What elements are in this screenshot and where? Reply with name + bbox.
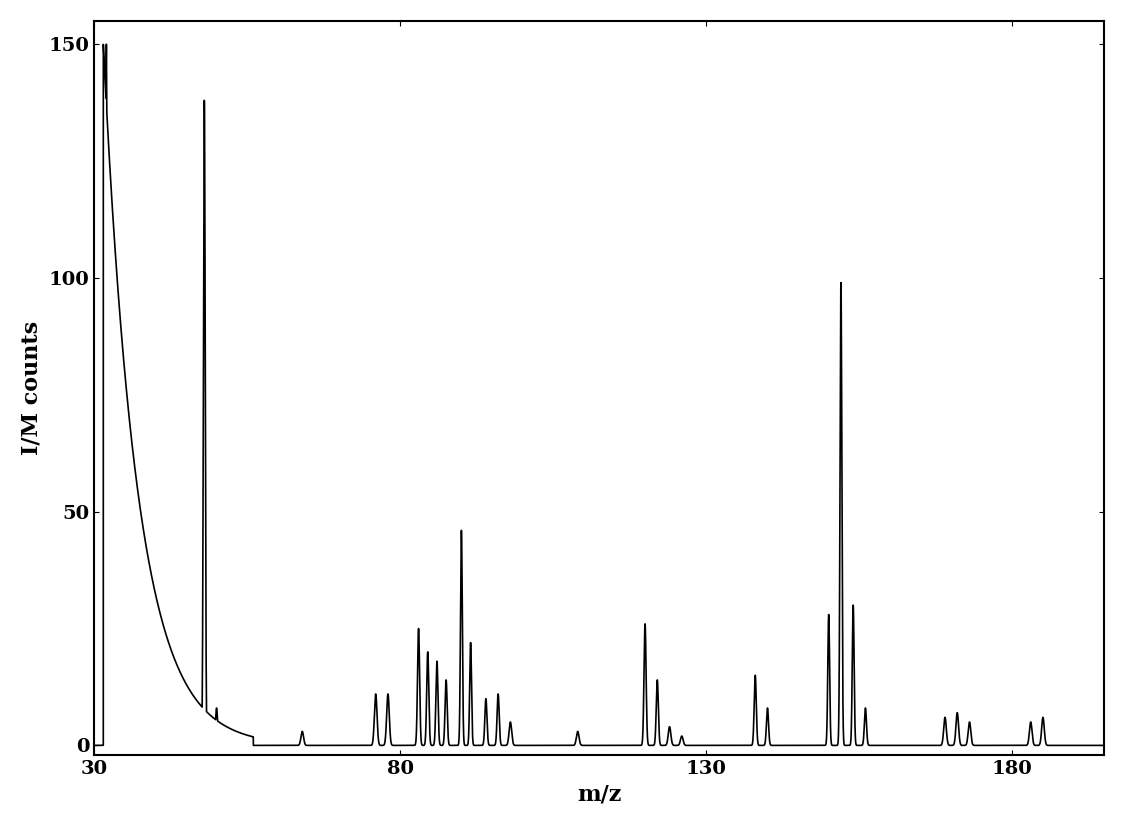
X-axis label: m/z: m/z bbox=[577, 783, 621, 805]
Y-axis label: I/M counts: I/M counts bbox=[21, 320, 43, 455]
